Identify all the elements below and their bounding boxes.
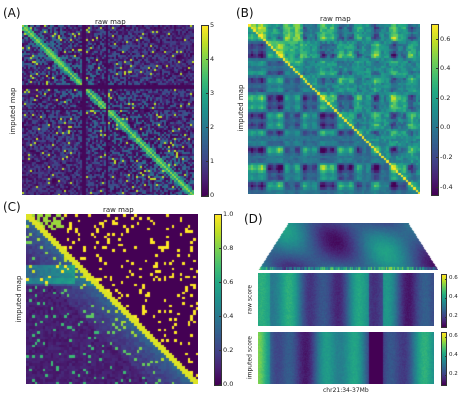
panel-a-letter: (A)	[3, 6, 21, 20]
colorbar-tick-label: 0.2	[449, 370, 458, 377]
panel-a-heatmap	[22, 25, 194, 195]
colorbar-tick-label: 2	[210, 123, 215, 131]
colorbar-tick-label: 0.6	[440, 34, 451, 43]
panel-c-colorbar	[214, 214, 222, 386]
colorbar-tick-label: 3	[210, 89, 215, 97]
colorbar-tick-label: 0.4	[223, 312, 234, 320]
colorbar-tick-label: 1	[210, 157, 215, 165]
panel-c-letter: (C)	[3, 200, 21, 214]
colorbar-tick-mark	[206, 59, 208, 60]
colorbar-tick-mark	[445, 355, 447, 357]
panel-d-triangle-heatmap	[258, 223, 438, 270]
colorbar-tick-mark	[219, 248, 221, 249]
colorbar-tick-label: 0.8	[223, 244, 234, 252]
colorbar-tick-label: -0.2	[440, 153, 453, 162]
colorbar-tick-mark	[206, 127, 208, 128]
colorbar-tick-mark	[436, 157, 438, 158]
panel-d-letter: (D)	[244, 212, 263, 226]
colorbar-tick-mark	[436, 186, 438, 188]
colorbar-tick-label: 0.6	[449, 332, 458, 339]
colorbar-tick-label: -0.4	[440, 182, 453, 191]
colorbar-tick-label: 1.0	[223, 210, 234, 218]
panel-b-colorbar	[431, 24, 439, 196]
colorbar-tick-mark	[436, 97, 438, 99]
panel-a-colorbar	[201, 25, 209, 197]
colorbar-tick-label: 0.6	[449, 274, 458, 281]
panel-d-imputed-score-label: imputed score	[246, 336, 254, 380]
colorbar-tick-label: 0.2	[223, 346, 234, 354]
colorbar-tick-mark	[219, 316, 221, 317]
colorbar-tick-label: 0.0	[440, 123, 451, 132]
colorbar-tick-mark	[206, 195, 208, 196]
panel-b-left-label: imputed map	[237, 84, 245, 132]
panel-b-heatmap	[248, 24, 420, 194]
colorbar-tick-mark	[219, 384, 221, 385]
panel-d-raw-score-heatmap	[258, 273, 434, 326]
panel-d-raw-colorbar	[441, 274, 447, 328]
colorbar-tick-mark	[445, 297, 447, 299]
colorbar-tick-label: 0.4	[440, 64, 451, 73]
colorbar-tick-mark	[206, 93, 208, 94]
colorbar-tick-label: 0.6	[223, 278, 234, 286]
panel-d-imputed-score-heatmap	[258, 332, 434, 384]
colorbar-tick-mark	[445, 316, 447, 318]
colorbar-tick-label: 0.2	[449, 312, 458, 319]
colorbar-tick-label: 0.4	[449, 293, 458, 300]
panel-b-top-label: raw map	[320, 15, 351, 23]
colorbar-tick-label: 4	[210, 55, 215, 63]
colorbar-tick-mark	[436, 68, 438, 69]
panel-a-left-label: imputed map	[9, 87, 17, 135]
colorbar-tick-mark	[219, 350, 221, 351]
colorbar-tick-mark	[436, 38, 438, 40]
colorbar-tick-mark	[445, 278, 447, 280]
panel-d-imputed-colorbar	[441, 332, 447, 386]
panel-b-letter: (B)	[236, 6, 254, 20]
panel-d-raw-score-label: raw score	[246, 284, 254, 315]
panel-c-top-label: raw map	[103, 206, 134, 214]
panel-c-left-label: imputed map	[15, 275, 23, 323]
colorbar-tick-mark	[445, 336, 447, 338]
panel-d-bottom-label: chr21:34-37Mb	[323, 387, 369, 394]
colorbar-tick-mark	[436, 127, 438, 128]
colorbar-tick-label: 0.0	[223, 380, 234, 388]
panel-c-heatmap	[26, 214, 198, 384]
colorbar-tick-label: 0.2	[440, 93, 451, 102]
colorbar-tick-mark	[219, 282, 221, 283]
panel-a-top-label: raw map	[95, 18, 126, 26]
colorbar-tick-label: 0	[210, 191, 215, 199]
colorbar-tick-label: 5	[210, 21, 215, 29]
colorbar-tick-label: 0.4	[449, 351, 458, 358]
colorbar-tick-mark	[445, 374, 447, 376]
colorbar-tick-mark	[206, 25, 208, 26]
colorbar-tick-mark	[206, 161, 208, 162]
colorbar-tick-mark	[219, 214, 221, 215]
